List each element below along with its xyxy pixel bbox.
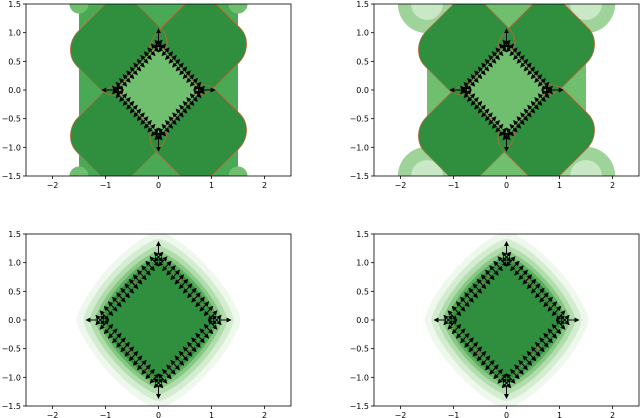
x-tick-label: 1 xyxy=(209,411,214,418)
plot-area xyxy=(69,4,248,176)
plot-area xyxy=(424,234,589,406)
x-tick-label: 2 xyxy=(610,411,615,418)
y-tick-label: −1.0 xyxy=(2,143,21,152)
x-tick-label: 2 xyxy=(262,181,267,190)
plot-area xyxy=(76,234,241,406)
y-tick-label: −1.5 xyxy=(2,172,21,181)
y-tick-label: −1.0 xyxy=(350,373,369,382)
vector-arrow xyxy=(501,251,512,263)
y-tick-label: −1.5 xyxy=(350,172,369,181)
x-tick-label: −2 xyxy=(395,411,407,418)
y-tick-label: −1.0 xyxy=(350,143,369,152)
x-tick-label: 0 xyxy=(156,411,161,418)
y-tick-label: 0.0 xyxy=(356,86,369,95)
x-tick-label: −1 xyxy=(100,411,112,418)
y-tick-label: −0.5 xyxy=(2,345,21,354)
subplot-top-left: −2 −1 0 1 2 −1.5 −1.0 −0.5 0.0 0.5 1.0 1.5 xyxy=(2,0,292,190)
contour-corner-band xyxy=(228,166,248,176)
x-tick-label: −2 xyxy=(395,181,407,190)
x-tick-label: 2 xyxy=(610,181,615,190)
y-tick-label: 0.5 xyxy=(8,57,21,66)
y-tick-label: 1.5 xyxy=(8,0,21,9)
vector-arrow xyxy=(502,39,511,49)
x-tick-label: −2 xyxy=(47,181,59,190)
y-tick-label: 1.5 xyxy=(356,230,369,239)
x-tick-label: 2 xyxy=(262,411,267,418)
contour-corner-band xyxy=(69,166,89,176)
x-tick-label: −1 xyxy=(448,411,460,418)
y-tick-label: 0.0 xyxy=(8,86,21,95)
contour-corner-band xyxy=(69,4,89,14)
contour-corner-band xyxy=(570,4,602,20)
x-tick-label: 0 xyxy=(156,181,161,190)
contour-corner-band xyxy=(570,160,602,176)
y-tick-label: 0.5 xyxy=(356,57,369,66)
y-tick-label: −1.5 xyxy=(2,402,21,411)
y-tick-label: −1.5 xyxy=(350,402,369,411)
y-tick-label: 1.5 xyxy=(356,0,369,9)
y-tick-label: 0.0 xyxy=(356,316,369,325)
x-tick-label: 0 xyxy=(504,411,509,418)
x-tick-label: −1 xyxy=(100,181,112,190)
y-tick-label: 1.5 xyxy=(8,230,21,239)
y-tick-label: 0.5 xyxy=(8,287,21,296)
contour-corner-band xyxy=(411,160,443,176)
y-tick-label: 0.5 xyxy=(356,287,369,296)
y-tick-label: 1.0 xyxy=(356,259,369,268)
x-tick-label: 1 xyxy=(209,181,214,190)
x-tick-label: −1 xyxy=(448,181,460,190)
subplot-top-right: −2 −1 0 1 2 −1.5 −1.0 −0.5 0.0 0.5 1.0 1.5 xyxy=(350,0,640,190)
y-tick-label: 0.0 xyxy=(8,316,21,325)
subplot-bottom-left: −2 −1 0 1 2 −1.5 −1.0 −0.5 0.0 0.5 1.0 1.5 xyxy=(2,230,292,418)
x-tick-label: −2 xyxy=(47,411,59,418)
y-tick-label: −0.5 xyxy=(350,345,369,354)
vector-arrow xyxy=(153,251,164,263)
y-tick-label: −0.5 xyxy=(350,115,369,124)
y-tick-label: −1.0 xyxy=(2,373,21,382)
subplot-bottom-right: −2 −1 0 1 2 −1.5 −1.0 −0.5 0.0 0.5 1.0 1.5 xyxy=(350,230,640,418)
y-tick-label: −0.5 xyxy=(2,115,21,124)
y-tick-label: 1.0 xyxy=(8,29,21,38)
y-tick-label: 1.0 xyxy=(8,259,21,268)
x-tick-label: 0 xyxy=(504,181,509,190)
contour-corner-band xyxy=(411,4,443,20)
contour-corner-band xyxy=(228,4,248,14)
x-tick-label: 1 xyxy=(557,181,562,190)
x-tick-label: 1 xyxy=(557,411,562,418)
y-tick-label: 1.0 xyxy=(356,29,369,38)
vector-arrow xyxy=(154,39,163,49)
plot-area xyxy=(397,4,616,176)
